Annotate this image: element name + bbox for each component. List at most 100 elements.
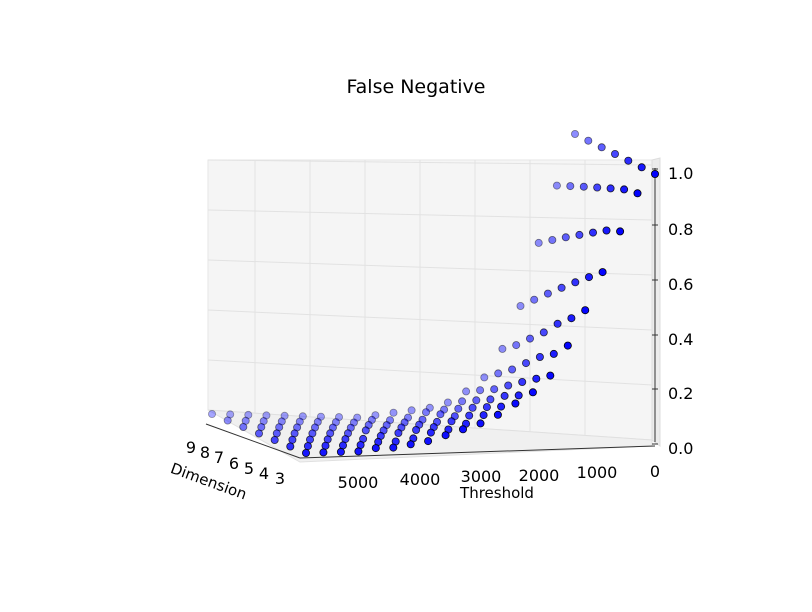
scatter-point (620, 185, 629, 194)
scatter-point (593, 183, 602, 192)
scatter-point (575, 230, 584, 239)
y-tick-label: 2000 (519, 466, 560, 485)
scatter-point (532, 374, 541, 383)
scatter-point (514, 391, 523, 400)
scatter-point (516, 301, 525, 310)
scatter-point (543, 289, 552, 298)
scatter-point (530, 295, 539, 304)
scatter-point (584, 136, 593, 145)
scatter-point (426, 428, 435, 437)
scatter-point (443, 398, 452, 407)
scatter-point (244, 410, 253, 419)
scatter-point (566, 182, 575, 191)
scatter-point (441, 431, 450, 440)
scatter-point (223, 416, 232, 425)
z-tick-label: 1.0 (668, 164, 693, 183)
z-tick-label: 0.2 (668, 384, 693, 403)
scatter-point (597, 143, 606, 152)
right-pane (651, 157, 661, 447)
scatter-point (535, 352, 544, 361)
z-tick-label: 0.8 (668, 220, 693, 239)
scatter-point (226, 410, 235, 419)
scatter-point (486, 395, 495, 404)
scatter-point (394, 428, 403, 437)
scatter-point (567, 314, 576, 323)
scatter-point (561, 233, 570, 242)
scatter-point (280, 411, 289, 420)
x-tick-label: 5 (244, 459, 254, 478)
scatter-point (512, 341, 521, 350)
y-tick-label: 1000 (577, 463, 618, 482)
scatter-point (500, 391, 509, 400)
scatter-point (534, 238, 543, 247)
scatter-point (498, 344, 507, 353)
x-tick-label: 3 (275, 469, 285, 488)
scatter-point (338, 441, 347, 450)
scatter-point (546, 371, 555, 380)
scatter-point (637, 163, 646, 172)
scatter-point (557, 283, 566, 292)
scatter-point (522, 359, 531, 368)
scatter-point (298, 412, 307, 421)
scatter-point (272, 429, 281, 438)
scatter-point (579, 182, 588, 191)
scatter-point (571, 278, 580, 287)
z-gridline (207, 359, 653, 386)
scatter-point (316, 412, 325, 421)
scatter-point (497, 402, 506, 411)
scatter-point (207, 409, 216, 418)
scatter-point (553, 319, 562, 328)
scatter-point (361, 426, 370, 435)
scatter-point (511, 399, 520, 408)
scatter-point (254, 429, 263, 438)
scatter-point (270, 435, 279, 444)
scatter-point (476, 419, 485, 428)
scatter-point (563, 341, 572, 350)
scatter-point (633, 189, 642, 198)
y-axis-label: Threshold (459, 484, 534, 502)
x-tick-label: 9 (186, 438, 196, 457)
z-gridline (207, 209, 653, 221)
scatter-point (465, 411, 474, 420)
scatter-point (468, 403, 477, 412)
scatter-point (494, 369, 503, 378)
scatter-point (589, 228, 598, 237)
x-tick-label: 4 (259, 464, 269, 483)
scatter-point (549, 349, 558, 358)
scatter-point (528, 388, 537, 397)
scatter-point (480, 373, 489, 382)
scatter-point (611, 149, 620, 158)
scatter-point (406, 440, 415, 449)
z-tick-label: 0.0 (668, 439, 693, 458)
x-tick-label: 7 (214, 448, 224, 467)
scatter-point (508, 365, 517, 374)
scatter-point (651, 169, 660, 178)
scatter-point (552, 181, 561, 190)
data-points (207, 129, 660, 457)
y-tick-label: 0 (650, 462, 660, 481)
scatter-point (288, 435, 297, 444)
scatter-point (424, 437, 433, 446)
scatter-point (490, 385, 499, 394)
scatter-point (286, 442, 295, 451)
scatter-point (334, 413, 343, 422)
scatter-point (526, 334, 535, 343)
scatter-point (239, 422, 248, 431)
scatter-point (412, 425, 421, 434)
scatter-point (336, 447, 345, 456)
y-axis-line (299, 445, 656, 459)
scatter-point (548, 235, 557, 244)
scatter-point (454, 404, 463, 413)
scatter-point (493, 410, 502, 419)
scatter-point (303, 442, 312, 451)
scatter-point (371, 444, 380, 453)
scatter-point (305, 435, 314, 444)
scatter-point (407, 406, 416, 415)
x-tick-label: 6 (229, 454, 239, 473)
scatter-point (598, 268, 607, 277)
scatter-point (262, 411, 271, 420)
z-tick-label: 0.6 (668, 275, 693, 294)
scatter-point (371, 411, 380, 420)
scatter-point (624, 156, 633, 165)
